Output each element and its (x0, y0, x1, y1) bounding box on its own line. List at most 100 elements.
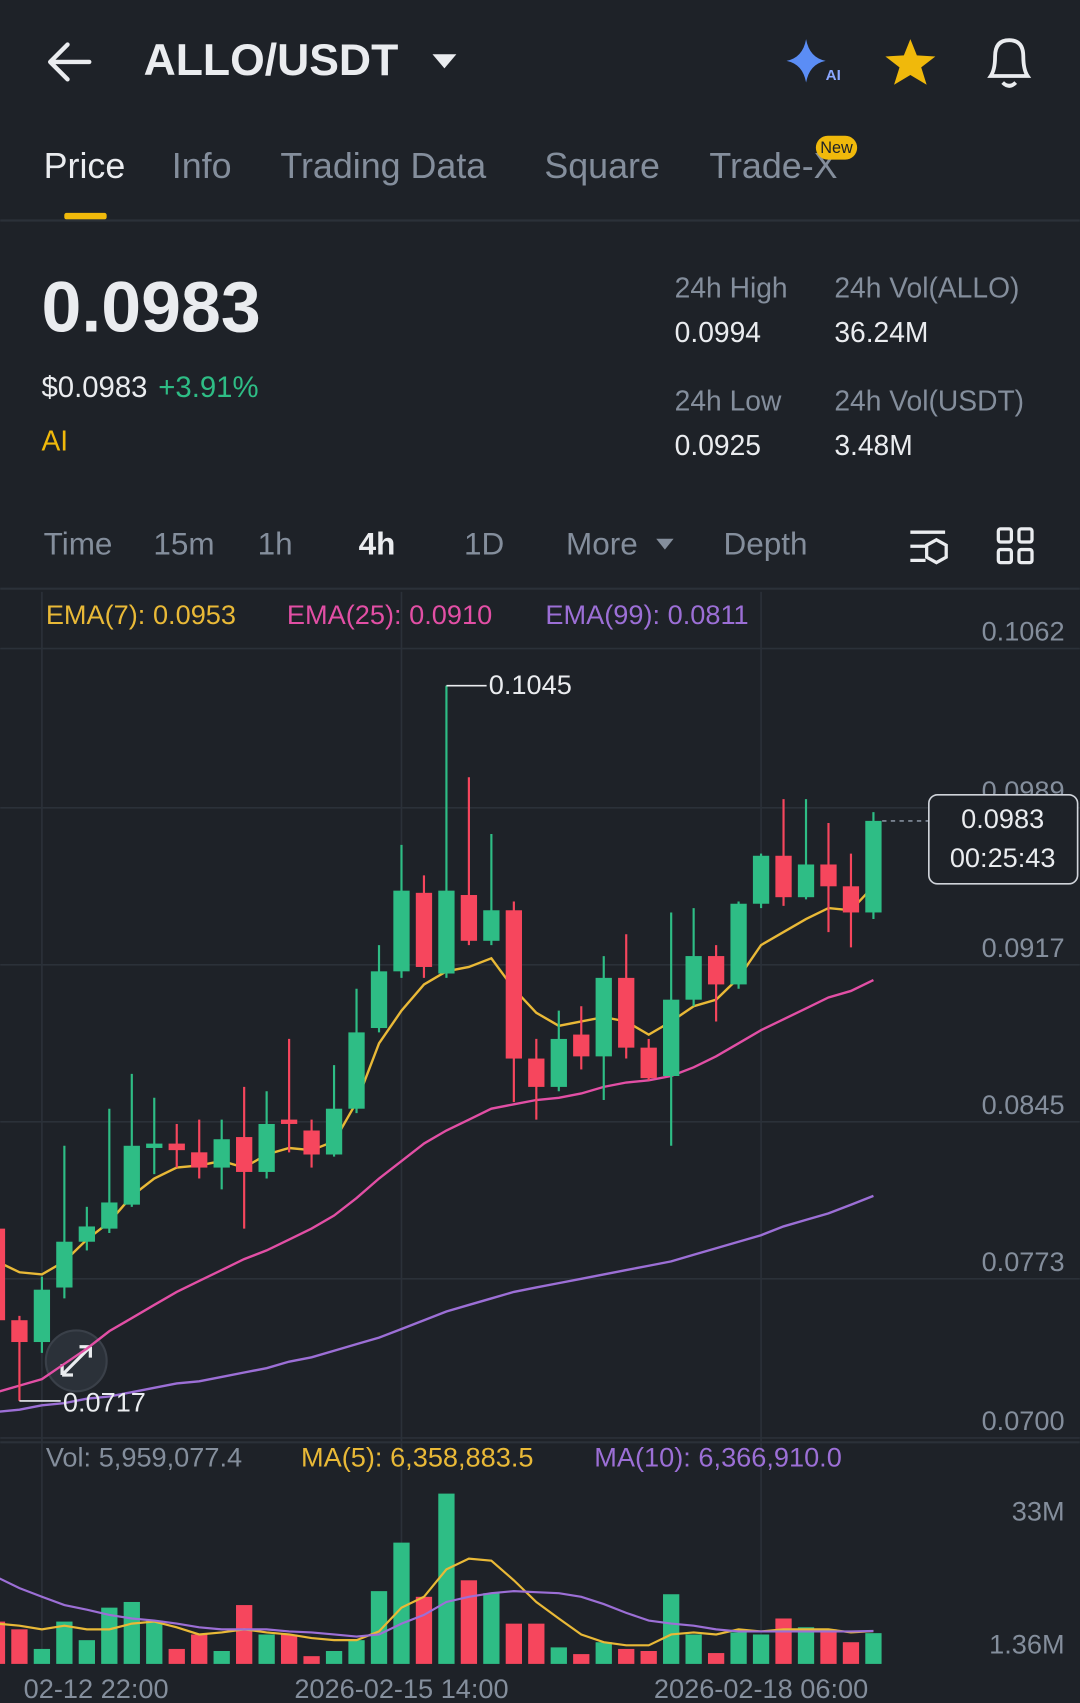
volume-bar (685, 1634, 702, 1664)
volume-bar (101, 1607, 118, 1664)
ai-icon-label: AI (826, 67, 841, 84)
stat-label: 24h Low (675, 384, 782, 416)
candle-body (191, 1152, 208, 1168)
chart-settings[interactable] (910, 530, 948, 565)
legend-value: 0.0811 (668, 599, 749, 630)
settings-lines (910, 530, 946, 563)
interval[interactable]: 1D (464, 526, 504, 562)
volume-bar (505, 1623, 522, 1664)
more-dropdown[interactable] (656, 538, 674, 550)
candle-body (236, 1137, 253, 1172)
volume-bar (415, 1596, 433, 1664)
back-button[interactable] (47, 42, 92, 82)
stat-label: 24h Vol(USDT) (834, 384, 1024, 416)
candle-body (460, 895, 478, 941)
notifications[interactable] (987, 38, 1032, 88)
usd-price: $0.0983 +3.91% (41, 371, 258, 404)
high-label: 0.1045 (489, 669, 572, 700)
volume-bar (618, 1648, 635, 1664)
candle-body (663, 999, 680, 1076)
stat-value: 36.24M (834, 316, 928, 348)
pair-dropdown[interactable] (432, 54, 457, 69)
volume-bar (236, 1605, 253, 1664)
volume-bar (303, 1656, 320, 1664)
x-tick-label: 2026-02-15 14:00 (294, 1673, 508, 1703)
interval[interactable]: 1h (258, 526, 293, 562)
volume-bar (191, 1634, 208, 1664)
interval[interactable]: 4h (359, 526, 396, 562)
ema-line (0, 979, 874, 1393)
candle-body (640, 1047, 657, 1079)
interval[interactable]: Time (44, 526, 113, 562)
candle-body (11, 1320, 28, 1343)
y-tick-label: 0.0700 (982, 1405, 1065, 1436)
volume-bar (168, 1648, 185, 1664)
y-tick-label: 0.0917 (982, 932, 1065, 963)
volume-legend: Vol: 5,959,077.4 (46, 1442, 242, 1473)
volume-bar (0, 1621, 6, 1664)
tab[interactable]: Trade-X (709, 146, 837, 186)
candle-body (56, 1241, 73, 1288)
legend-value: 0.0910 (409, 599, 492, 630)
candle-body (303, 1130, 320, 1155)
volume-bar (33, 1648, 51, 1664)
grid-cell (1017, 547, 1034, 565)
new-badge (815, 135, 858, 160)
candle-body (370, 971, 388, 1029)
candle-body (213, 1139, 230, 1168)
tab[interactable]: Price (44, 146, 126, 186)
legend-name: Vol: (46, 1442, 91, 1473)
tab[interactable]: Trading Data (280, 146, 486, 186)
candle-body (258, 1123, 275, 1172)
candle-body (797, 864, 815, 898)
candle-body (618, 977, 635, 1048)
candle-body (595, 977, 612, 1057)
volume-ma-line (0, 1577, 874, 1638)
x-tick-label: 02-12 22:00 (24, 1673, 169, 1703)
candle-body (483, 910, 500, 941)
tab[interactable]: Info (172, 146, 232, 186)
volume-bar (393, 1542, 410, 1664)
volume-bar (438, 1493, 455, 1664)
legend-value: 6,358,883.5 (390, 1442, 533, 1473)
volume-bar (820, 1629, 837, 1664)
legend-name: EMA(99): (545, 599, 660, 630)
stat-value: 3.48M (834, 429, 912, 461)
volume-bar (213, 1650, 230, 1664)
volume-bar (370, 1591, 388, 1664)
volume-bar (280, 1634, 298, 1664)
chart: 0.10620.09890.09170.08450.07730.070002-1… (0, 591, 1080, 1703)
pair-title[interactable]: ALLO/USDT (144, 36, 399, 85)
legend-name: MA(10): (594, 1442, 691, 1473)
ai-link[interactable]: AI (41, 425, 68, 457)
ema-line (0, 1194, 874, 1413)
candle-body (146, 1143, 163, 1148)
interval[interactable]: Depth (724, 526, 808, 562)
y-tick-label: 0.0845 (982, 1089, 1065, 1120)
candle-body (752, 855, 770, 904)
stat-label: 24h Vol(ALLO) (834, 271, 1019, 303)
ai-button[interactable]: AI (786, 39, 841, 84)
volume-bar (775, 1618, 792, 1664)
candle-body (685, 956, 702, 1000)
volume-bar (707, 1653, 725, 1664)
layout-grid[interactable] (996, 527, 1034, 565)
candle-body (573, 1034, 590, 1057)
favorite-star[interactable] (885, 39, 936, 85)
volume-ma-line (0, 1557, 874, 1647)
candle-body (707, 956, 725, 985)
volume-bar (595, 1642, 612, 1664)
volume-bar (56, 1621, 73, 1664)
volume-bar (258, 1634, 275, 1664)
interval[interactable]: 15m (153, 526, 214, 562)
volume-bar (460, 1580, 478, 1664)
ema-legend: EMA(7): 0.0953 (46, 599, 236, 630)
volume-bar (325, 1650, 343, 1664)
interval[interactable]: More (566, 526, 638, 562)
legend-name: EMA(25): (287, 599, 402, 630)
tab[interactable]: Square (544, 146, 660, 186)
candle-body (78, 1226, 95, 1242)
tab-underline (64, 212, 107, 220)
